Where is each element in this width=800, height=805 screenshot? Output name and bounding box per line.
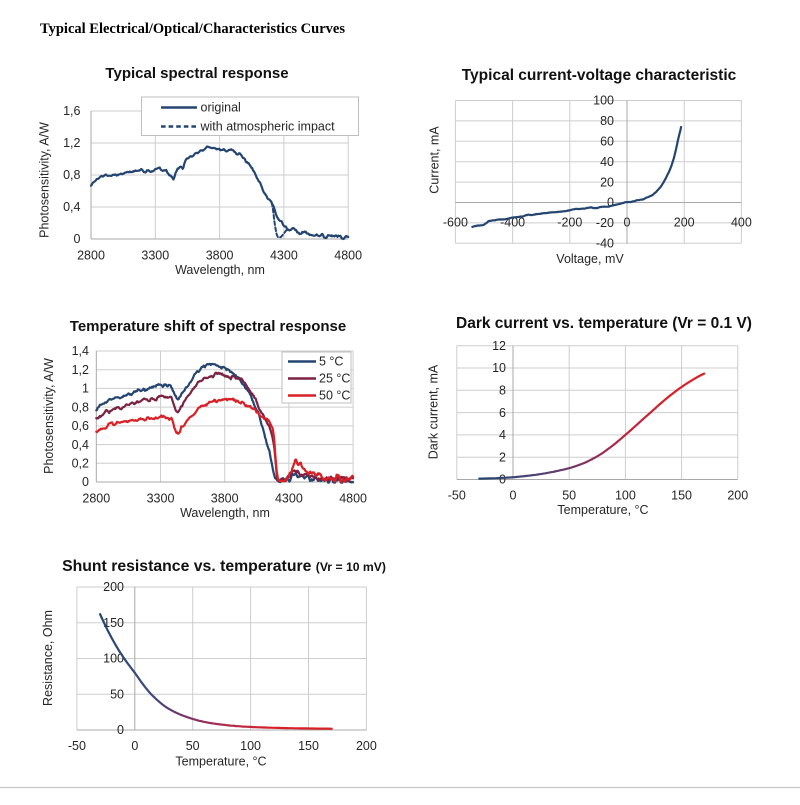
- svg-text:50 °C: 50 °C: [319, 389, 350, 403]
- svg-text:4: 4: [499, 428, 506, 442]
- svg-text:3300: 3300: [141, 249, 169, 263]
- svg-text:6: 6: [499, 406, 506, 420]
- svg-text:10: 10: [492, 361, 506, 375]
- svg-text:200: 200: [103, 580, 124, 594]
- svg-text:50: 50: [110, 688, 124, 702]
- svg-text:Photosensitivity, A/W: Photosensitivity, A/W: [42, 358, 56, 474]
- svg-text:Typical spectral response: Typical spectral response: [105, 65, 288, 82]
- svg-text:1,4: 1,4: [72, 344, 89, 358]
- svg-text:0,6: 0,6: [72, 419, 89, 433]
- svg-text:0,2: 0,2: [72, 457, 89, 471]
- svg-text:1: 1: [82, 382, 89, 396]
- svg-text:-40: -40: [596, 237, 614, 251]
- svg-text:1,6: 1,6: [63, 104, 80, 118]
- svg-text:with atmospheric impact: with atmospheric impact: [200, 120, 336, 134]
- svg-text:200: 200: [727, 489, 748, 503]
- svg-text:25 °C: 25 °C: [319, 372, 350, 386]
- svg-text:4300: 4300: [270, 249, 298, 263]
- svg-text:Typical current-voltage charac: Typical current-voltage characteristic: [462, 67, 737, 84]
- svg-text:2800: 2800: [77, 249, 105, 263]
- svg-text:0: 0: [499, 473, 506, 487]
- svg-text:Temperature, °C: Temperature, °C: [175, 755, 266, 769]
- svg-text:2800: 2800: [82, 492, 110, 506]
- svg-text:40: 40: [600, 155, 614, 169]
- svg-text:Wavelength, nm: Wavelength, nm: [180, 506, 270, 520]
- svg-text:12: 12: [492, 339, 506, 353]
- svg-text:50: 50: [186, 739, 200, 753]
- svg-text:2: 2: [499, 450, 506, 464]
- svg-text:0: 0: [74, 232, 81, 246]
- svg-text:100: 100: [593, 94, 614, 108]
- svg-text:0,4: 0,4: [63, 200, 80, 214]
- svg-text:0: 0: [117, 723, 124, 737]
- svg-text:0,8: 0,8: [63, 168, 80, 182]
- svg-text:150: 150: [103, 616, 124, 630]
- svg-text:100: 100: [615, 489, 636, 503]
- svg-text:100: 100: [240, 739, 261, 753]
- svg-text:-50: -50: [68, 739, 86, 753]
- svg-text:200: 200: [674, 216, 695, 230]
- svg-text:Resistance, Ohm: Resistance, Ohm: [41, 610, 55, 706]
- svg-text:3800: 3800: [211, 492, 239, 506]
- svg-text:Dark current vs. temperature (: Dark current vs. temperature (Vr = 0.1 V…: [456, 315, 752, 332]
- svg-text:Dark current, mA: Dark current, mA: [427, 364, 441, 459]
- svg-text:5 °C: 5 °C: [319, 355, 343, 369]
- svg-text:4800: 4800: [334, 249, 362, 263]
- svg-text:3300: 3300: [147, 492, 175, 506]
- svg-text:Typical Electrical/Optical/Cha: Typical Electrical/Optical/Characteristi…: [40, 21, 345, 37]
- svg-text:400: 400: [731, 216, 752, 230]
- svg-text:0: 0: [607, 196, 614, 210]
- svg-text:Wavelength, nm: Wavelength, nm: [175, 263, 265, 277]
- svg-text:1,2: 1,2: [72, 363, 89, 377]
- svg-text:-200: -200: [557, 216, 582, 230]
- svg-text:8: 8: [499, 384, 506, 398]
- svg-text:4300: 4300: [275, 492, 303, 506]
- svg-text:-50: -50: [448, 489, 466, 503]
- svg-text:0,4: 0,4: [72, 438, 89, 452]
- svg-text:Temperature, °C: Temperature, °C: [557, 503, 648, 517]
- svg-text:60: 60: [600, 135, 614, 149]
- svg-text:-600: -600: [443, 216, 468, 230]
- svg-text:50: 50: [562, 489, 576, 503]
- svg-text:-20: -20: [596, 216, 614, 230]
- svg-text:4800: 4800: [339, 492, 367, 506]
- svg-text:Voltage, mV: Voltage, mV: [556, 252, 624, 266]
- svg-text:20: 20: [600, 175, 614, 189]
- svg-text:150: 150: [671, 489, 692, 503]
- svg-text:original: original: [201, 101, 241, 115]
- svg-text:0: 0: [510, 489, 517, 503]
- svg-text:1,2: 1,2: [63, 136, 80, 150]
- svg-text:Photosensitivity, A/W: Photosensitivity, A/W: [38, 122, 52, 238]
- svg-text:Temperature shift of spectral: Temperature shift of spectral response: [70, 318, 346, 335]
- svg-text:0,8: 0,8: [72, 400, 89, 414]
- svg-text:0: 0: [82, 475, 89, 489]
- svg-text:80: 80: [600, 114, 614, 128]
- svg-text:Shunt resistance vs. temperatu: Shunt resistance vs. temperature (Vr = 1…: [62, 558, 386, 575]
- svg-text:200: 200: [356, 739, 377, 753]
- svg-text:0: 0: [624, 216, 631, 230]
- svg-text:Current, mA: Current, mA: [428, 126, 442, 194]
- svg-text:0: 0: [131, 739, 138, 753]
- svg-text:100: 100: [103, 652, 124, 666]
- svg-text:3800: 3800: [206, 249, 234, 263]
- svg-text:150: 150: [298, 739, 319, 753]
